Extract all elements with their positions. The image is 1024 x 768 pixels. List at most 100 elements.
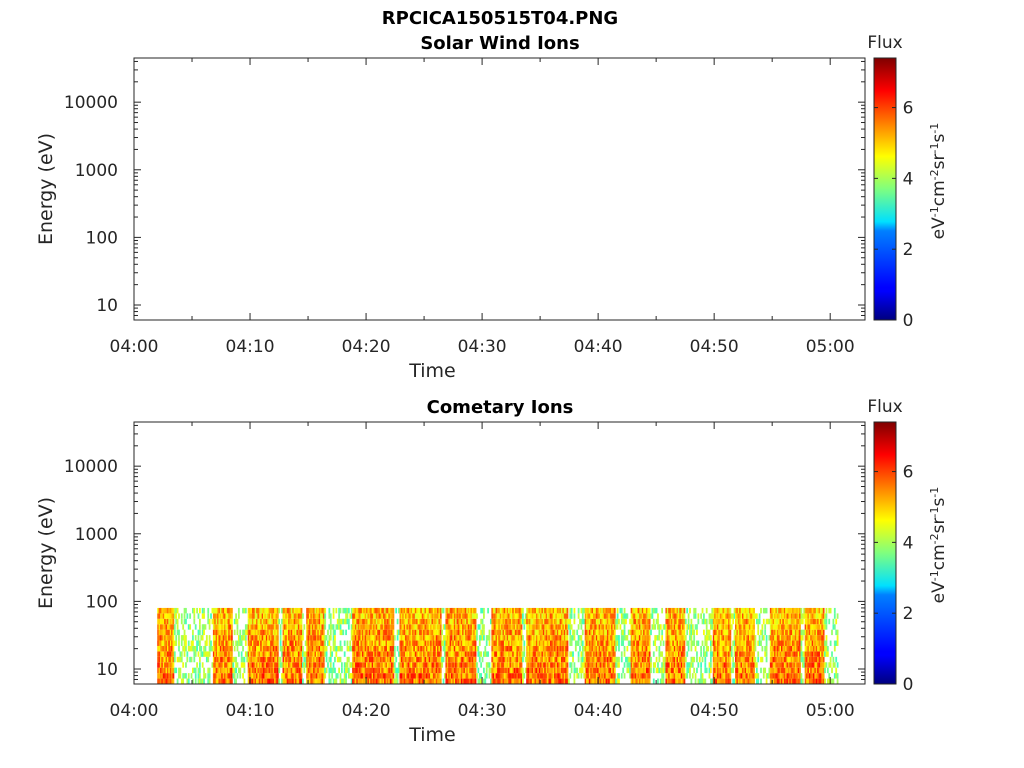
flux-cell — [314, 645, 317, 652]
flux-cell — [620, 656, 623, 663]
flux-cell — [386, 613, 389, 619]
flux-cell — [640, 607, 643, 614]
flux-cell — [669, 624, 672, 630]
flux-cell — [611, 678, 613, 684]
flux-cell — [565, 656, 567, 663]
flux-cell — [279, 624, 282, 630]
flux-cell — [562, 629, 565, 636]
flux-cell — [159, 656, 162, 663]
flux-cell — [675, 629, 677, 636]
flux-cell — [288, 629, 290, 636]
flux-cell — [274, 624, 276, 630]
flux-cell — [353, 624, 356, 630]
flux-cell — [157, 662, 159, 668]
flux-cell — [357, 618, 360, 625]
flux-cell — [263, 656, 265, 663]
flux-cell — [318, 624, 321, 630]
flux-cell — [290, 624, 293, 630]
flux-cell — [229, 645, 232, 652]
flux-cell — [680, 651, 683, 657]
flux-cell — [405, 635, 407, 641]
flux-cell — [448, 651, 450, 657]
flux-cell — [403, 678, 406, 684]
flux-cell — [382, 640, 385, 646]
flux-cell — [354, 662, 357, 668]
flux-cell — [236, 662, 239, 668]
flux-cell — [180, 613, 183, 619]
flux-cell — [670, 607, 673, 614]
flux-cell — [310, 618, 313, 625]
flux-cell — [581, 607, 584, 614]
flux-cell — [285, 635, 288, 641]
flux-cell — [676, 667, 679, 674]
flux-cell — [416, 624, 418, 630]
time-column — [178, 613, 180, 679]
flux-cell — [185, 673, 187, 679]
flux-cell — [648, 640, 651, 646]
time-column — [169, 607, 172, 684]
flux-cell — [559, 651, 562, 657]
flux-cell — [530, 651, 533, 657]
flux-cell — [263, 651, 265, 657]
flux-cell — [606, 640, 609, 646]
flux-cell — [263, 645, 265, 652]
flux-cell — [346, 662, 349, 668]
flux-cell — [334, 635, 336, 641]
flux-cell — [640, 662, 643, 668]
flux-cell — [427, 656, 430, 663]
flux-cell — [161, 678, 164, 684]
flux-cell — [679, 613, 682, 619]
flux-cell — [463, 624, 466, 630]
time-column — [549, 607, 552, 684]
flux-cell — [519, 618, 522, 625]
flux-cell — [260, 667, 263, 674]
flux-cell — [591, 656, 594, 663]
flux-cell — [232, 673, 235, 679]
flux-cell — [438, 673, 441, 679]
flux-cell — [428, 662, 431, 668]
flux-cell — [489, 618, 492, 625]
flux-cell — [239, 673, 242, 679]
flux-cell — [445, 656, 448, 663]
time-column — [217, 607, 219, 684]
flux-cell — [672, 624, 675, 630]
flux-cell — [275, 607, 278, 614]
flux-cell — [381, 645, 384, 652]
flux-cell — [604, 607, 606, 614]
flux-cell — [517, 651, 520, 657]
flux-cell — [172, 618, 175, 625]
flux-cell — [208, 618, 211, 625]
flux-cell — [371, 656, 374, 663]
flux-cell — [341, 662, 343, 668]
flux-cell — [393, 667, 396, 674]
flux-cell — [295, 613, 297, 619]
flux-cell — [251, 678, 254, 684]
flux-cell — [368, 629, 371, 636]
flux-cell — [335, 673, 338, 679]
flux-cell — [371, 673, 374, 679]
flux-cell — [210, 645, 212, 652]
flux-cell — [559, 678, 562, 684]
flux-cell — [421, 640, 424, 646]
flux-cell — [527, 624, 530, 630]
time-column — [672, 607, 675, 684]
flux-cell — [158, 662, 161, 668]
flux-cell — [633, 645, 636, 652]
time-column — [263, 607, 265, 684]
flux-cell — [515, 645, 517, 652]
time-column — [483, 607, 485, 684]
flux-cell — [438, 607, 441, 614]
time-column — [609, 607, 612, 684]
flux-cell — [221, 673, 224, 679]
flux-cell — [584, 656, 587, 663]
flux-cell — [503, 629, 506, 636]
flux-cell — [267, 673, 269, 679]
flux-cell — [283, 667, 286, 674]
flux-cell — [158, 629, 161, 636]
flux-cell — [161, 667, 164, 674]
flux-cell — [350, 645, 353, 652]
flux-cell — [315, 662, 318, 668]
flux-cell — [665, 618, 668, 625]
time-column — [620, 607, 623, 679]
time-column — [393, 635, 396, 684]
